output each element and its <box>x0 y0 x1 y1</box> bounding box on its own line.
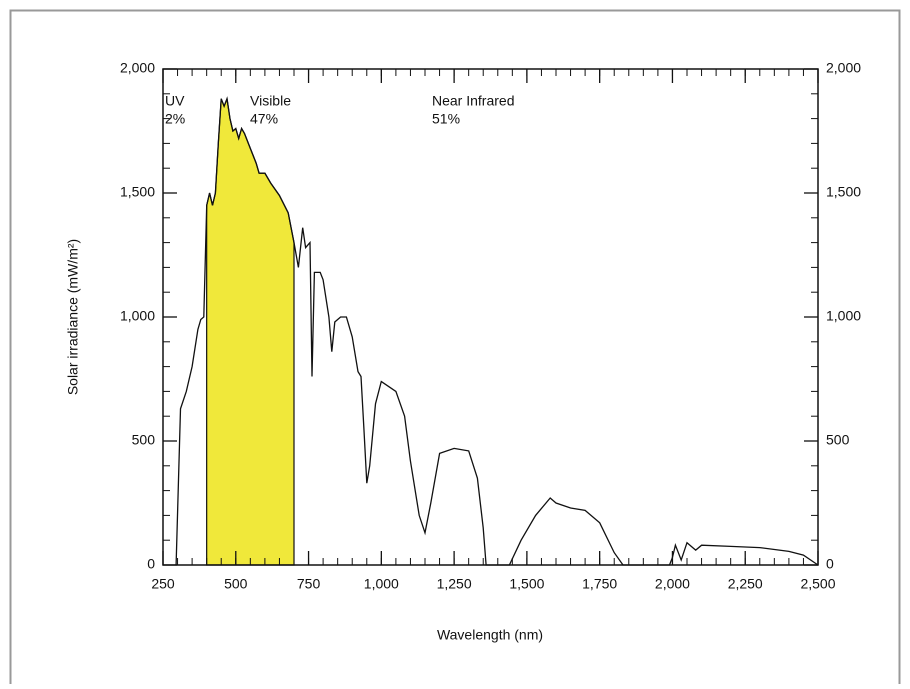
x-axis-label: Wavelength (nm) <box>437 627 543 643</box>
y-tick-label: 500 <box>132 432 156 448</box>
y-tick-label: 0 <box>147 556 155 572</box>
x-tick-label: 2,250 <box>728 576 763 592</box>
x-tick-label: 2,500 <box>800 576 835 592</box>
annotation-value: 2% <box>165 111 185 127</box>
x-tick-label: 1,250 <box>437 576 472 592</box>
y2-tick-label: 500 <box>826 432 850 448</box>
x-tick-label: 1,750 <box>582 576 617 592</box>
y-tick-label: 1,000 <box>120 308 155 324</box>
annotation-label: UV <box>165 93 185 109</box>
y-tick-label: 2,000 <box>120 60 155 76</box>
spectrum-line <box>175 96 819 566</box>
x-tick-label: 2,000 <box>655 576 690 592</box>
y2-tick-label: 0 <box>826 556 834 572</box>
shaded-region <box>206 96 295 566</box>
y2-tick-label: 1,500 <box>826 184 861 200</box>
y2-tick-label: 2,000 <box>826 60 861 76</box>
x-tick-label: 1,000 <box>364 576 399 592</box>
y2-tick-label: 1,000 <box>826 308 861 324</box>
x-tick-label: 250 <box>151 576 175 592</box>
y-tick-label: 1,500 <box>120 184 155 200</box>
x-tick-label: 750 <box>297 576 321 592</box>
y-axis-label: Solar irradiance (mW/m²) <box>65 239 81 395</box>
annotation-label: Near Infrared <box>432 93 514 109</box>
annotation-value: 51% <box>432 111 460 127</box>
frame <box>9 9 901 689</box>
annotation-label: Visible <box>250 93 291 109</box>
annotation-value: 47% <box>250 111 278 127</box>
x-tick-label: 500 <box>224 576 248 592</box>
x-tick-label: 1,500 <box>509 576 544 592</box>
